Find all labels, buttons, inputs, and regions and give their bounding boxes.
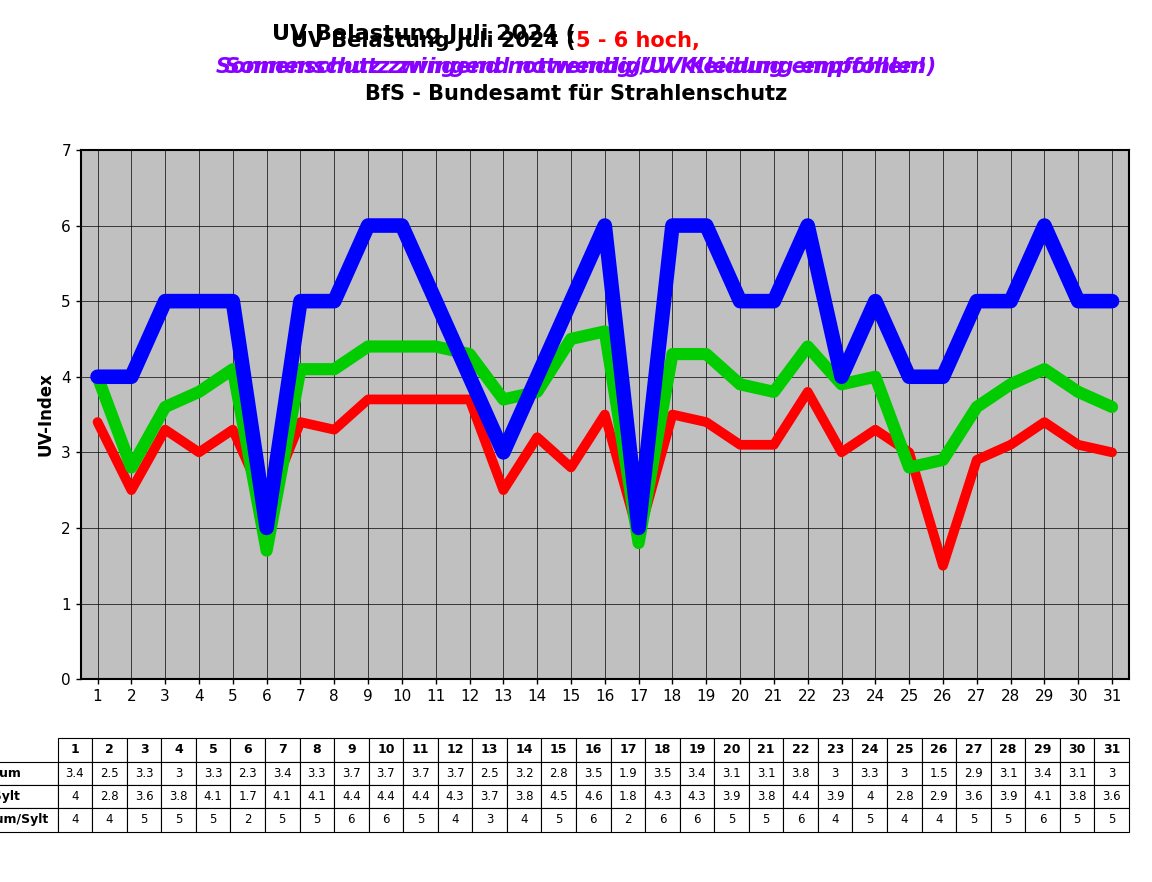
Text: Sonnenschutz zwingend notwendig/UV Kleidung empfohlen!): Sonnenschutz zwingend notwendig/UV Kleid…: [215, 57, 937, 78]
Text: Sonnenschutz zwingend notwendig/UV Kleidung empfohlen: Sonnenschutz zwingend notwendig/UV Kleid…: [226, 57, 926, 78]
Text: UV Belastung Juli 2024 (: UV Belastung Juli 2024 (: [291, 31, 576, 51]
Text: UV Belastung Juli 2024 (: UV Belastung Juli 2024 (: [272, 24, 576, 44]
Y-axis label: UV-Index: UV-Index: [36, 372, 54, 457]
Text: 5 - 6 hoch,: 5 - 6 hoch,: [576, 31, 700, 51]
Text: BfS - Bundesamt für Strahlenschutz: BfS - Bundesamt für Strahlenschutz: [365, 84, 787, 104]
